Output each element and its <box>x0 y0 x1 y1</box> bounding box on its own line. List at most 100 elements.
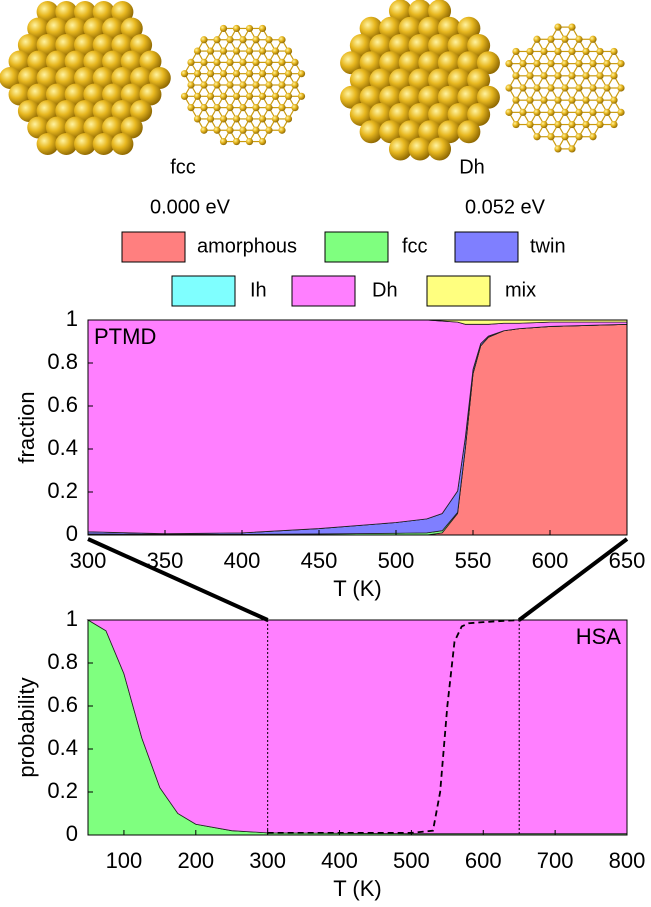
atom <box>278 58 286 66</box>
atom <box>200 36 208 44</box>
atom <box>561 108 569 116</box>
atom <box>418 51 442 75</box>
atom <box>540 72 548 80</box>
y-tick-label: 0.2 <box>47 478 78 503</box>
atom <box>398 16 422 40</box>
atom <box>258 92 267 100</box>
atom <box>74 100 96 122</box>
atom <box>111 34 134 56</box>
atom <box>193 47 202 55</box>
atom <box>111 133 134 155</box>
atom <box>408 137 432 161</box>
atom <box>45 83 68 106</box>
atom <box>206 47 215 55</box>
atom <box>45 116 68 139</box>
legend-label: mix <box>505 279 536 301</box>
atom <box>27 83 50 106</box>
atom <box>603 108 611 116</box>
atom <box>245 137 254 146</box>
atom <box>187 104 195 112</box>
atom <box>519 84 527 92</box>
atom <box>540 96 548 104</box>
atom <box>596 96 604 104</box>
atom <box>457 51 481 75</box>
atom <box>596 72 604 80</box>
atom <box>102 83 125 106</box>
atom <box>340 85 364 109</box>
atom <box>193 115 202 123</box>
atom <box>359 120 383 144</box>
atom <box>582 120 590 129</box>
atom <box>265 126 273 134</box>
y-tick-label: 0.6 <box>47 692 78 717</box>
atom <box>213 58 221 66</box>
annotation: PTMD <box>94 324 156 349</box>
atom <box>561 35 569 43</box>
atom <box>245 115 254 123</box>
atom <box>36 67 59 89</box>
plot-frame <box>87 319 628 536</box>
atom <box>27 116 50 139</box>
atom <box>55 34 78 56</box>
atom <box>232 92 241 100</box>
atom <box>408 34 432 57</box>
atom <box>278 36 286 44</box>
atom <box>284 70 293 78</box>
atom <box>92 133 115 155</box>
atom <box>379 16 403 40</box>
atom <box>206 115 215 123</box>
x-tick-label: 300 <box>249 848 286 873</box>
atom <box>575 60 583 68</box>
atom <box>568 72 576 80</box>
x-tick-label: 100 <box>106 848 143 873</box>
atom <box>239 58 247 66</box>
atom <box>467 34 491 57</box>
legend-swatch <box>454 231 519 263</box>
atom <box>398 85 422 109</box>
atom <box>610 47 618 56</box>
x-tick-label: 700 <box>537 848 574 873</box>
y-tick-label: 0.4 <box>47 735 78 760</box>
atom <box>17 100 40 122</box>
atom <box>102 17 125 40</box>
atom <box>245 24 254 33</box>
atom <box>428 137 452 161</box>
atom <box>200 58 208 66</box>
atom <box>232 70 241 78</box>
atom <box>568 96 576 104</box>
atom <box>533 35 541 43</box>
legend-label: amorphous <box>197 235 297 257</box>
atom <box>55 133 78 155</box>
structure-energy: 0.052 eV <box>465 196 546 218</box>
atom <box>284 47 293 55</box>
atom <box>180 92 189 100</box>
legend-swatch <box>171 275 236 307</box>
zoom-connector <box>517 537 629 622</box>
atom <box>200 81 208 89</box>
atom <box>213 36 221 44</box>
atom <box>554 23 562 31</box>
atom <box>226 81 234 89</box>
atom <box>340 51 364 75</box>
y-tick-label: 1 <box>66 306 78 331</box>
atom <box>130 67 153 89</box>
atom <box>252 36 260 44</box>
atom <box>92 1 115 23</box>
atom <box>575 108 583 116</box>
atom <box>547 60 555 68</box>
atom <box>245 70 254 78</box>
atom <box>252 58 260 66</box>
atom <box>349 68 373 92</box>
atom <box>379 51 403 75</box>
x-tick-label: 600 <box>465 848 502 873</box>
atom <box>219 47 228 55</box>
atom <box>226 36 234 44</box>
y-tick-label: 0 <box>66 521 78 546</box>
atom <box>554 47 562 56</box>
atom <box>533 133 541 141</box>
atom <box>457 120 481 144</box>
legend-label: Dh <box>372 279 398 301</box>
atom <box>200 104 208 112</box>
x-tick-label: 500 <box>378 548 415 573</box>
atom <box>437 85 461 109</box>
